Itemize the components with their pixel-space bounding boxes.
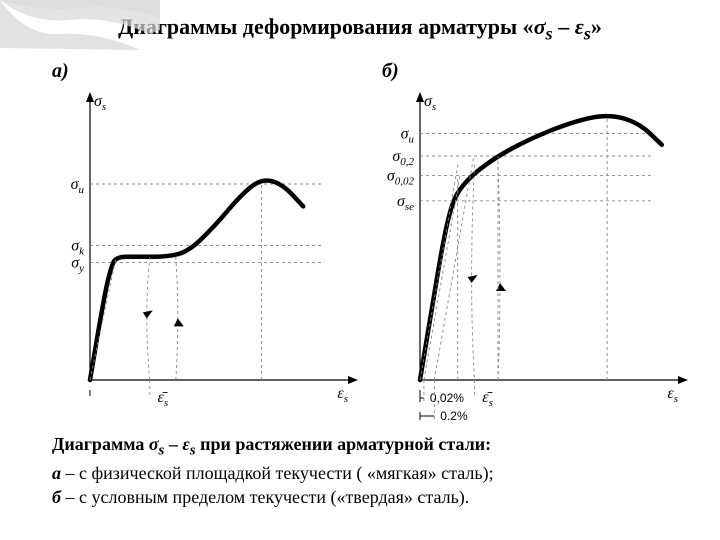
caption-key-a: а — [52, 463, 61, 483]
caption-post: при растяжении арматурной стали: — [196, 434, 491, 454]
svg-text:ε̄s: ε̄s — [482, 389, 493, 409]
title-sigma: σ — [534, 14, 546, 39]
svg-text:σs: σs — [94, 93, 106, 113]
title-suffix: » — [591, 14, 602, 39]
diagram-svg: σsεsσuσkσyε̄sσsεsσuσ0,2σ0,02σseε̄s0,02%0… — [0, 60, 720, 420]
svg-text:εs: εs — [667, 385, 678, 405]
svg-text:εs: εs — [337, 385, 348, 405]
title-eps-sub: s — [584, 23, 591, 43]
svg-text:σu: σu — [401, 126, 415, 146]
title-eps: ε — [575, 14, 584, 39]
title-sigma-sub: s — [546, 23, 553, 43]
svg-text:σse: σse — [397, 193, 414, 213]
svg-text:σ0,2: σ0,2 — [392, 148, 414, 168]
caption-sigma: σ — [149, 434, 159, 454]
page-title: Диаграммы деформирования арматуры «σs – … — [0, 0, 720, 44]
caption: Диаграмма σs – εs при растяжении арматур… — [52, 432, 672, 509]
caption-text-b: – с условным пределом текучести («тверда… — [61, 487, 469, 507]
title-dash: – — [553, 14, 575, 39]
svg-text:σ0,02: σ0,02 — [387, 168, 415, 188]
caption-key-b: б — [52, 487, 61, 507]
caption-text-a: – с физической площадкой текучести ( «мя… — [61, 463, 494, 483]
caption-mid: – — [164, 434, 182, 454]
caption-pre: Диаграмма — [52, 434, 149, 454]
caption-line-1: Диаграмма σs – εs при растяжении арматур… — [52, 432, 672, 461]
svg-text:σu: σu — [71, 176, 85, 196]
svg-text:0,02%: 0,02% — [430, 391, 464, 405]
diagram-area: σsεsσuσkσyε̄sσsεsσuσ0,2σ0,02σseε̄s0,02%0… — [0, 60, 720, 420]
svg-text:ε̄s: ε̄s — [158, 389, 169, 409]
svg-text:σs: σs — [424, 93, 436, 113]
caption-line-3: б – с условным пределом текучести («твер… — [52, 485, 672, 509]
title-prefix: Диаграммы деформирования арматуры « — [118, 14, 534, 39]
caption-eps: ε — [182, 434, 189, 454]
caption-line-2: а – с физической площадкой текучести ( «… — [52, 461, 672, 485]
svg-text:0,2%: 0,2% — [440, 409, 468, 420]
